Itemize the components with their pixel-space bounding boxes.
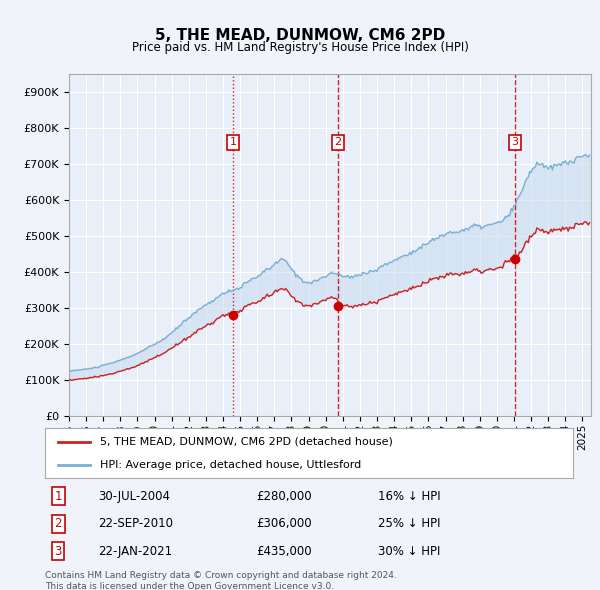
Text: 5, THE MEAD, DUNMOW, CM6 2PD (detached house): 5, THE MEAD, DUNMOW, CM6 2PD (detached h… <box>100 437 394 447</box>
Text: 2: 2 <box>334 137 341 147</box>
Text: 16% ↓ HPI: 16% ↓ HPI <box>377 490 440 503</box>
Text: 22-SEP-2010: 22-SEP-2010 <box>98 517 173 530</box>
Text: 22-JAN-2021: 22-JAN-2021 <box>98 545 172 558</box>
Text: 1: 1 <box>229 137 236 147</box>
Text: 3: 3 <box>55 545 62 558</box>
Text: HPI: Average price, detached house, Uttlesford: HPI: Average price, detached house, Uttl… <box>100 460 362 470</box>
Text: 1: 1 <box>55 490 62 503</box>
Text: £435,000: £435,000 <box>256 545 312 558</box>
Text: Price paid vs. HM Land Registry's House Price Index (HPI): Price paid vs. HM Land Registry's House … <box>131 41 469 54</box>
Text: 25% ↓ HPI: 25% ↓ HPI <box>377 517 440 530</box>
Text: £306,000: £306,000 <box>256 517 312 530</box>
Text: 2: 2 <box>55 517 62 530</box>
Text: 3: 3 <box>512 137 518 147</box>
Text: Contains HM Land Registry data © Crown copyright and database right 2024.
This d: Contains HM Land Registry data © Crown c… <box>45 571 397 590</box>
Text: £280,000: £280,000 <box>256 490 312 503</box>
Text: 30-JUL-2004: 30-JUL-2004 <box>98 490 170 503</box>
Text: 5, THE MEAD, DUNMOW, CM6 2PD: 5, THE MEAD, DUNMOW, CM6 2PD <box>155 28 445 43</box>
Text: 30% ↓ HPI: 30% ↓ HPI <box>377 545 440 558</box>
